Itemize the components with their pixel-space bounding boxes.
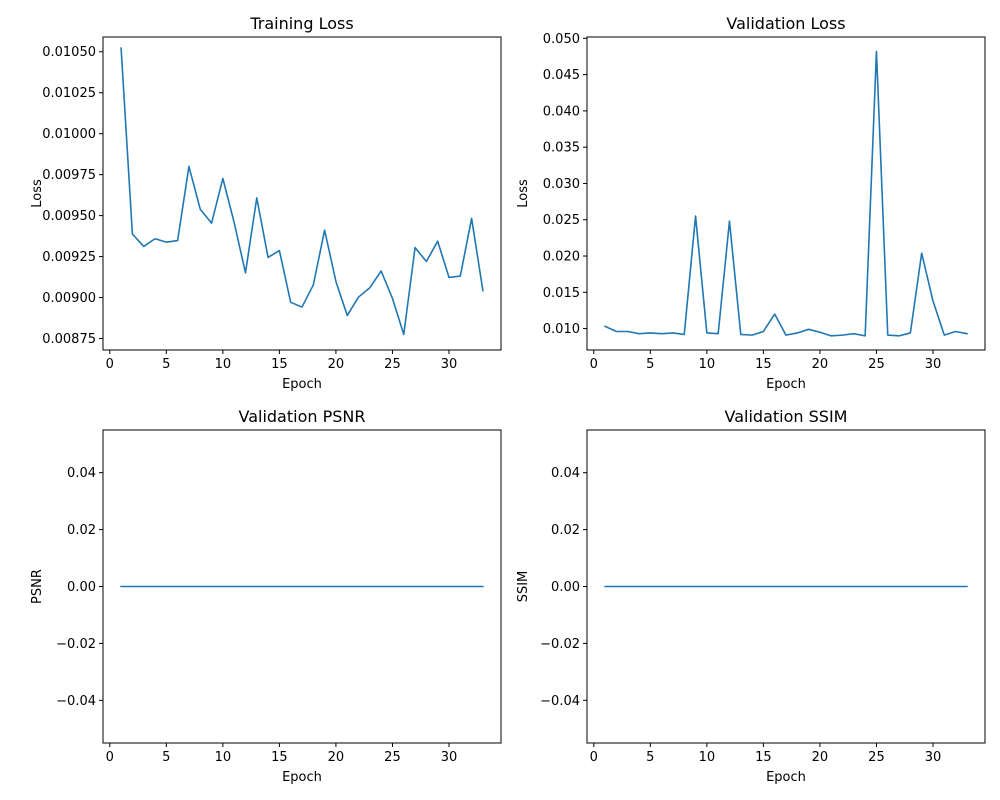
validation-psnr-ytick-label: 0.00 (67, 580, 96, 595)
validation-ssim-ytick-label: 0.00 (551, 580, 580, 595)
validation-psnr-xtick-label: 5 (162, 750, 170, 765)
training-loss-series-line (120, 47, 484, 336)
validation-loss-xtick-label: 30 (925, 357, 942, 372)
validation-psnr-title: Validation PSNR (239, 407, 366, 426)
training-loss-ylabel: Loss (30, 179, 45, 208)
training-loss-panel: Training Loss 0 5 10 15 20 25 30 0.00875 0.00900 0… (30, 14, 502, 392)
validation-psnr-xtick-label: 15 (271, 750, 288, 765)
validation-loss-ytick-label: 0.045 (543, 68, 580, 83)
training-loss-ytick-label: 0.00875 (42, 332, 96, 347)
validation-loss-xtick-label: 20 (812, 357, 829, 372)
training-loss-xtick-label: 15 (271, 357, 288, 372)
validation-psnr-ytick-label: 0.04 (67, 466, 96, 481)
validation-loss-xtick-label: 0 (590, 357, 598, 372)
training-loss-axes-frame (102, 36, 502, 351)
validation-ssim-xlabel: Epoch (766, 770, 806, 785)
validation-ssim-xtick-label: 25 (868, 750, 885, 765)
validation-loss-ytick-label: 0.030 (543, 177, 580, 192)
validation-ssim-xtick-label: 5 (646, 750, 654, 765)
validation-ssim-xtick-label: 30 (925, 750, 942, 765)
validation-loss-title: Validation Loss (726, 14, 845, 33)
validation-ssim-ytick-label: −0.04 (540, 694, 580, 709)
validation-loss-axes-frame (586, 36, 986, 351)
training-loss-xtick-label: 30 (441, 357, 458, 372)
validation-ssim-xtick-label: 0 (590, 750, 598, 765)
validation-ssim-title: Validation SSIM (725, 407, 848, 426)
validation-ssim-xtick-label: 20 (812, 750, 829, 765)
validation-psnr-panel: Validation PSNR 0 5 10 15 20 25 30 −0.04 −0.02 0.0… (30, 407, 502, 785)
validation-psnr-ytick-label: −0.04 (56, 694, 96, 709)
validation-ssim-xtick-label: 10 (699, 750, 716, 765)
validation-ssim-panel: Validation SSIM 0 5 10 15 20 25 30 −0.04 −0.02 0.0… (516, 407, 986, 785)
validation-psnr-xtick-label: 30 (441, 750, 458, 765)
validation-loss-ytick-label: 0.010 (543, 322, 580, 337)
validation-psnr-ylabel: PSNR (30, 569, 45, 604)
training-loss-ytick-label: 0.00950 (42, 209, 96, 224)
validation-loss-ytick-label: 0.020 (543, 250, 580, 265)
validation-ssim-ytick-label: 0.02 (551, 523, 580, 538)
validation-loss-ytick-label: 0.035 (543, 141, 580, 156)
validation-psnr-ytick-label: −0.02 (56, 637, 96, 652)
validation-loss-ytick-label: 0.040 (543, 104, 580, 119)
training-loss-ytick-label: 0.00925 (42, 250, 96, 265)
validation-loss-ytick-label: 0.025 (543, 213, 580, 228)
validation-loss-xtick-label: 10 (699, 357, 716, 372)
validation-ssim-ytick-label: −0.02 (540, 637, 580, 652)
validation-loss-ytick-label: 0.050 (543, 32, 580, 47)
training-loss-title: Training Loss (249, 14, 353, 33)
validation-ssim-xtick-label: 15 (755, 750, 772, 765)
training-loss-xtick-label: 10 (215, 357, 232, 372)
training-loss-xtick-label: 0 (106, 357, 114, 372)
training-loss-ytick-label: 0.00975 (42, 168, 96, 183)
training-loss-xtick-label: 5 (162, 357, 170, 372)
training-loss-ytick-label: 0.01025 (42, 86, 96, 101)
validation-loss-ylabel: Loss (516, 179, 531, 208)
validation-psnr-ytick-label: 0.02 (67, 523, 96, 538)
validation-ssim-ylabel: SSIM (516, 571, 531, 603)
validation-loss-ytick-label: 0.015 (543, 286, 580, 301)
training-loss-xlabel: Epoch (282, 377, 322, 392)
validation-psnr-xtick-label: 10 (215, 750, 232, 765)
training-loss-ytick-label: 0.01050 (42, 45, 96, 60)
validation-psnr-xlabel: Epoch (282, 770, 322, 785)
validation-loss-panel: Validation Loss 0 5 10 15 20 25 30 0.010 0.015 0.0… (516, 14, 986, 392)
validation-loss-xtick-label: 15 (755, 357, 772, 372)
validation-loss-series-line (604, 50, 968, 337)
training-loss-xtick-label: 25 (384, 357, 401, 372)
validation-loss-xtick-label: 5 (646, 357, 654, 372)
training-loss-ytick-label: 0.01000 (42, 127, 96, 142)
validation-loss-xtick-label: 25 (868, 357, 885, 372)
validation-loss-xlabel: Epoch (766, 377, 806, 392)
validation-psnr-xtick-label: 25 (384, 750, 401, 765)
validation-psnr-xtick-label: 20 (328, 750, 345, 765)
validation-psnr-xtick-label: 0 (106, 750, 114, 765)
validation-ssim-ytick-label: 0.04 (551, 466, 580, 481)
training-loss-xtick-label: 20 (328, 357, 345, 372)
training-loss-ytick-label: 0.00900 (42, 291, 96, 306)
